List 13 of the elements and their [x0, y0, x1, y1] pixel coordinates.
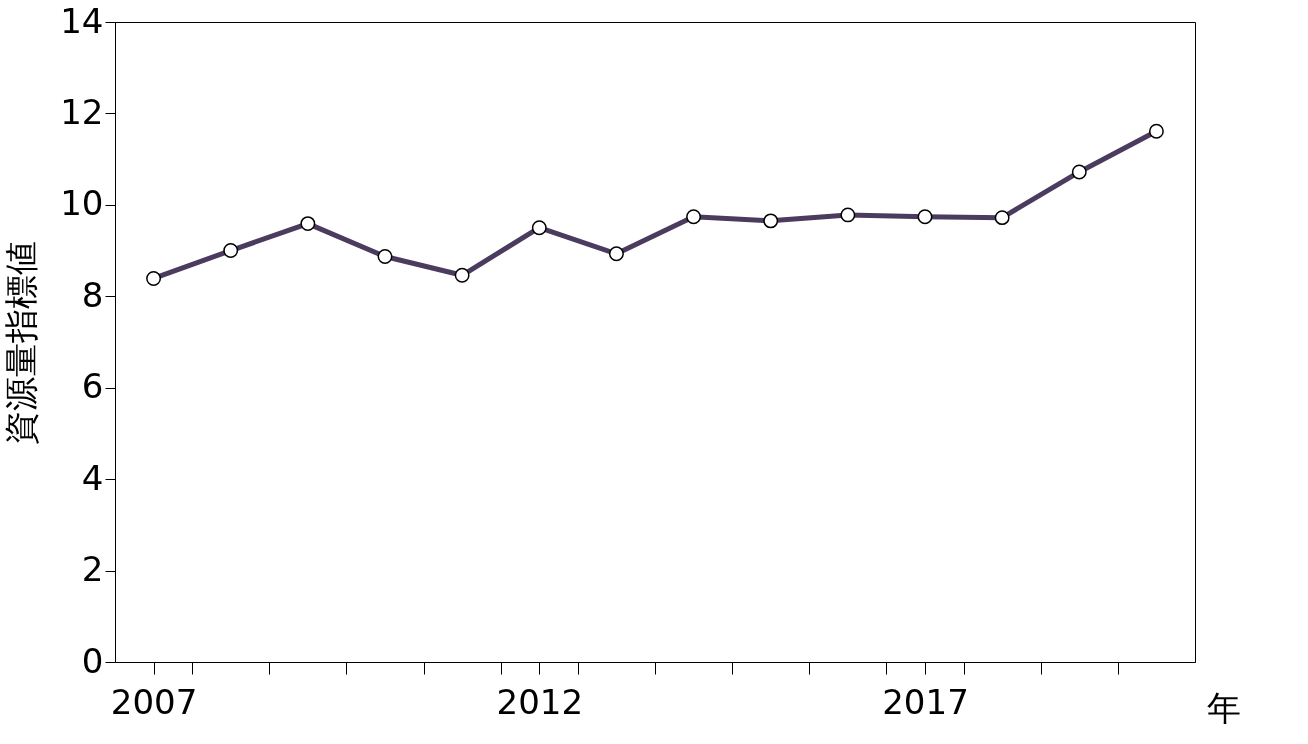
y-tick-label: 4 — [81, 457, 104, 498]
y-tick-label: 12 — [60, 91, 104, 132]
y-axis-title: 資源量指標値 — [1, 240, 42, 445]
x-tick-label: 2017 — [882, 681, 969, 722]
x-tick-label: 2007 — [110, 681, 198, 722]
x-axis-title: 年 — [1206, 687, 1241, 728]
y-tick-label: 6 — [81, 366, 104, 407]
y-tick-label: 0 — [81, 640, 104, 681]
y-tick-label: 8 — [81, 274, 104, 315]
y-tick-label: 14 — [60, 0, 104, 41]
y-tick-label: 2 — [81, 549, 104, 590]
x-tick-label: 2012 — [496, 681, 584, 722]
y-tick-label: 10 — [60, 183, 104, 224]
